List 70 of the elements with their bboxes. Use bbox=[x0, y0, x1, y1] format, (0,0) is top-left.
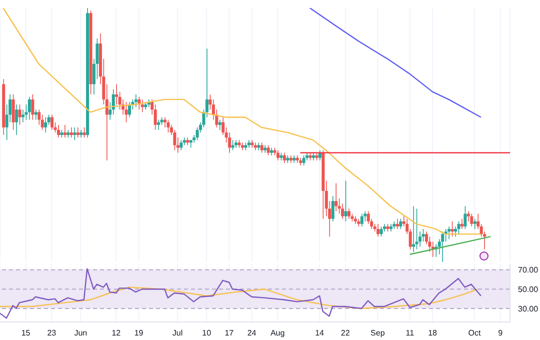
candlestick bbox=[73, 126, 76, 140]
candlestick bbox=[134, 94, 138, 108]
y-tick-label: 70.00 bbox=[518, 266, 539, 275]
candlestick bbox=[260, 142, 264, 154]
candlestick bbox=[44, 116, 48, 133]
x-tick-label: 12 bbox=[112, 328, 122, 338]
candlestick bbox=[231, 140, 234, 151]
candlestick bbox=[266, 144, 270, 156]
candlestick bbox=[264, 144, 267, 154]
x-tick-label: 15 bbox=[21, 328, 31, 338]
candlestick bbox=[470, 213, 474, 227]
candlestick bbox=[334, 182, 338, 212]
candlestick bbox=[302, 154, 306, 166]
candlestick bbox=[450, 220, 454, 237]
y-tick-label: 30.00 bbox=[518, 304, 539, 314]
candlestick bbox=[473, 218, 476, 230]
candlestick bbox=[157, 119, 160, 130]
candlestick bbox=[50, 114, 54, 130]
candlestick bbox=[180, 140, 183, 151]
candlestick bbox=[376, 224, 380, 237]
y-tick-label: 50.00 bbox=[518, 284, 539, 294]
candlestick bbox=[276, 150, 280, 161]
x-tick-label: 18 bbox=[428, 328, 438, 338]
x-tick-label: 9 bbox=[498, 328, 504, 338]
candlestick bbox=[415, 208, 418, 250]
candlestick bbox=[34, 109, 38, 120]
line-series bbox=[0, 286, 478, 310]
candlestick bbox=[282, 152, 286, 164]
candlestick bbox=[460, 218, 464, 230]
candlestick bbox=[360, 213, 364, 227]
x-tick-label: 23 bbox=[47, 328, 57, 338]
candlestick bbox=[196, 126, 199, 140]
candlestick bbox=[56, 124, 60, 138]
candlestick bbox=[76, 126, 80, 138]
candlestick bbox=[399, 218, 402, 230]
candlestick bbox=[166, 119, 170, 133]
candlestick bbox=[464, 206, 467, 230]
candlestick bbox=[218, 119, 222, 130]
x-tick-label: Jul bbox=[172, 328, 183, 338]
x-tick-label: 24 bbox=[247, 328, 257, 338]
x-tick-label: 19 bbox=[134, 328, 144, 338]
candlestick bbox=[18, 104, 22, 126]
candlestick bbox=[31, 94, 34, 120]
candlestick bbox=[12, 94, 15, 130]
candlestick bbox=[124, 102, 128, 123]
candlestick bbox=[331, 196, 334, 222]
x-tick-label: Oct bbox=[468, 328, 482, 338]
x-tick-label: Aug bbox=[270, 328, 285, 338]
candlestick bbox=[70, 126, 73, 138]
candlestick bbox=[347, 208, 350, 220]
candlestick bbox=[448, 226, 451, 240]
x-tick-label: 17 bbox=[224, 328, 234, 338]
x-tick-label: 10 bbox=[202, 328, 212, 338]
x-tick-label: 22 bbox=[340, 328, 350, 338]
x-tick-label: 11 bbox=[406, 328, 415, 338]
candlestick bbox=[412, 206, 416, 252]
candlestick bbox=[457, 220, 460, 234]
candlestick bbox=[82, 126, 86, 138]
candlestick bbox=[15, 104, 18, 136]
candlestick bbox=[63, 124, 66, 138]
candlestick bbox=[380, 226, 383, 237]
candlestick bbox=[28, 96, 31, 120]
candlestick bbox=[140, 99, 144, 113]
x-tick-label: Jun bbox=[74, 328, 88, 338]
candlestick bbox=[396, 218, 399, 230]
line-series bbox=[0, 268, 482, 319]
candlestick bbox=[344, 180, 348, 222]
x-tick-label: Sep bbox=[370, 328, 386, 338]
candlestick bbox=[441, 231, 444, 262]
x-tick-label: 14 bbox=[315, 328, 325, 338]
